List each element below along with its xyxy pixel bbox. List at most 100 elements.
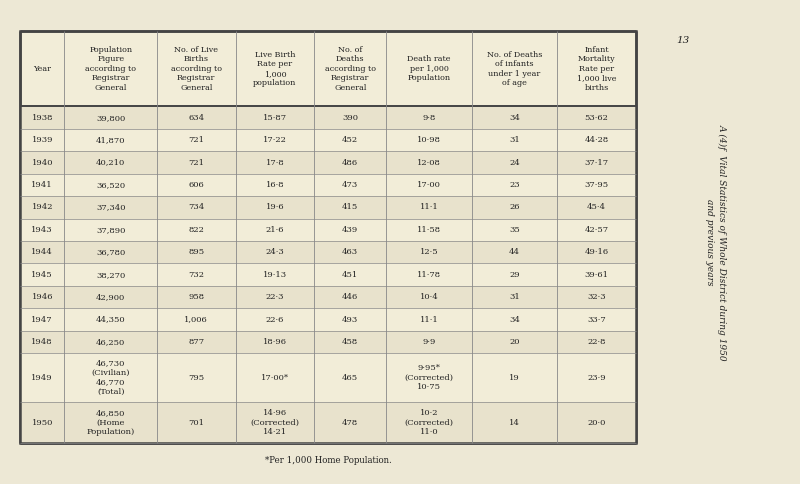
Text: 1941: 1941: [31, 181, 53, 189]
Text: 40,210: 40,210: [96, 159, 126, 166]
Text: 465: 465: [342, 374, 358, 382]
Text: 1944: 1944: [31, 248, 53, 256]
Text: No. of Deaths
of infants
under 1 year
of age: No. of Deaths of infants under 1 year of…: [487, 51, 542, 87]
Text: 26: 26: [510, 203, 520, 212]
Text: 1,006: 1,006: [184, 316, 208, 323]
Text: 22·3: 22·3: [266, 293, 284, 301]
Text: Year: Year: [34, 65, 51, 73]
Text: 31: 31: [509, 136, 520, 144]
Text: 11·1: 11·1: [419, 316, 438, 323]
Text: 22·6: 22·6: [266, 316, 284, 323]
Bar: [20, 403, 636, 443]
Text: 11·1: 11·1: [419, 203, 438, 212]
Bar: [20, 308, 636, 331]
Text: 9·95*
(Corrected)
10·75: 9·95* (Corrected) 10·75: [405, 364, 454, 392]
Text: 45·4: 45·4: [587, 203, 606, 212]
Text: 32·3: 32·3: [587, 293, 606, 301]
Text: 10·98: 10·98: [417, 136, 441, 144]
Text: 12·5: 12·5: [420, 248, 438, 256]
Text: No. of
Deaths
according to
Registrar
General: No. of Deaths according to Registrar Gen…: [325, 46, 376, 92]
Text: 17·22: 17·22: [263, 136, 287, 144]
Text: 1939: 1939: [31, 136, 53, 144]
Bar: [20, 286, 636, 308]
Text: 37·95: 37·95: [585, 181, 609, 189]
Text: 37·17: 37·17: [585, 159, 609, 166]
Bar: [20, 174, 636, 196]
Text: 14: 14: [509, 419, 520, 427]
Text: 10·4: 10·4: [419, 293, 438, 301]
Text: 12·08: 12·08: [417, 159, 441, 166]
Bar: [20, 106, 636, 129]
Text: 24·3: 24·3: [266, 248, 284, 256]
Text: 21·6: 21·6: [266, 226, 284, 234]
Text: 822: 822: [188, 226, 204, 234]
Text: No. of Live
Births
according to
Registrar
General: No. of Live Births according to Registra…: [170, 46, 222, 92]
Text: 446: 446: [342, 293, 358, 301]
Text: 36,520: 36,520: [96, 181, 126, 189]
Text: 493: 493: [342, 316, 358, 323]
Text: 958: 958: [188, 293, 204, 301]
Text: 19: 19: [509, 374, 520, 382]
Text: 11·58: 11·58: [417, 226, 441, 234]
Text: 18·96: 18·96: [263, 338, 287, 346]
Text: 458: 458: [342, 338, 358, 346]
Bar: [20, 151, 636, 174]
Text: 44,350: 44,350: [96, 316, 126, 323]
Bar: [20, 219, 636, 241]
Text: 451: 451: [342, 271, 358, 279]
Text: 37,890: 37,890: [96, 226, 126, 234]
Text: 634: 634: [188, 114, 204, 121]
Text: 1938: 1938: [31, 114, 53, 121]
Text: 33·7: 33·7: [587, 316, 606, 323]
Text: 15·87: 15·87: [263, 114, 287, 121]
Bar: [20, 331, 636, 353]
Text: 1947: 1947: [31, 316, 53, 323]
Text: 24: 24: [509, 159, 520, 166]
Text: 17·00*: 17·00*: [261, 374, 289, 382]
Text: 29: 29: [509, 271, 520, 279]
Text: 44: 44: [509, 248, 520, 256]
Text: 46,730
(Civilian)
46,770
(Total): 46,730 (Civilian) 46,770 (Total): [91, 360, 130, 396]
Bar: [20, 129, 636, 151]
Text: 439: 439: [342, 226, 358, 234]
Text: 31: 31: [509, 293, 520, 301]
Text: 37,340: 37,340: [96, 203, 126, 212]
Text: 1948: 1948: [31, 338, 53, 346]
Text: 46,250: 46,250: [96, 338, 126, 346]
Text: 19·13: 19·13: [263, 271, 287, 279]
Text: 42,900: 42,900: [96, 293, 126, 301]
Text: A (4)f  Vital Statistics of Whole District during 1950
and previous years: A (4)f Vital Statistics of Whole Distric…: [705, 124, 727, 360]
Text: 35: 35: [509, 226, 520, 234]
Text: 39·61: 39·61: [585, 271, 609, 279]
Text: 13: 13: [676, 36, 690, 45]
Text: 36,780: 36,780: [96, 248, 126, 256]
Text: 49·16: 49·16: [585, 248, 609, 256]
Text: 23: 23: [509, 181, 520, 189]
Text: 16·8: 16·8: [266, 181, 284, 189]
Text: 34: 34: [509, 114, 520, 121]
Text: 1940: 1940: [31, 159, 53, 166]
Text: 20: 20: [510, 338, 520, 346]
Text: 452: 452: [342, 136, 358, 144]
Text: 877: 877: [188, 338, 204, 346]
Text: 39,800: 39,800: [96, 114, 126, 121]
Text: 11·78: 11·78: [417, 271, 441, 279]
Text: Death rate
per 1,000
Population: Death rate per 1,000 Population: [407, 56, 450, 82]
Text: 1950: 1950: [31, 419, 53, 427]
Text: 1945: 1945: [31, 271, 53, 279]
Text: 1943: 1943: [31, 226, 53, 234]
Text: 478: 478: [342, 419, 358, 427]
Text: 1946: 1946: [31, 293, 53, 301]
Text: 19·6: 19·6: [266, 203, 284, 212]
Text: Population
Figure
according to
Registrar
General: Population Figure according to Registrar…: [85, 46, 136, 92]
Text: Infant
Mortality
Rate per
1,000 live
births: Infant Mortality Rate per 1,000 live bir…: [577, 46, 616, 92]
Text: 9·8: 9·8: [422, 114, 436, 121]
Text: 14·96
(Corrected)
14·21: 14·96 (Corrected) 14·21: [250, 409, 299, 436]
Text: 701: 701: [188, 419, 204, 427]
Text: 734: 734: [188, 203, 204, 212]
Text: 895: 895: [188, 248, 204, 256]
Text: 1949: 1949: [31, 374, 53, 382]
Text: 732: 732: [188, 271, 204, 279]
Text: 17·00: 17·00: [417, 181, 441, 189]
Text: 38,270: 38,270: [96, 271, 126, 279]
